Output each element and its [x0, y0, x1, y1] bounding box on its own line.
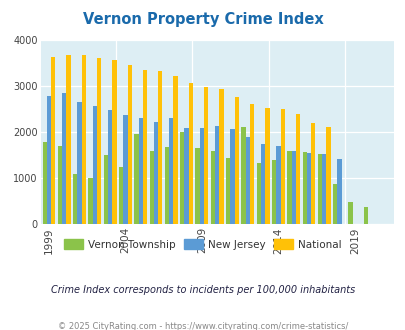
Bar — [104, 155, 108, 224]
Bar — [58, 146, 62, 224]
Bar — [204, 87, 208, 224]
Bar — [119, 167, 123, 224]
Text: Vernon Property Crime Index: Vernon Property Crime Index — [83, 12, 322, 26]
Bar — [347, 202, 352, 224]
Bar — [169, 118, 173, 224]
Bar — [286, 151, 291, 224]
Bar — [256, 163, 260, 224]
Bar — [88, 178, 92, 224]
Bar — [264, 109, 269, 224]
Bar — [302, 152, 306, 224]
Bar — [234, 97, 238, 224]
Bar — [215, 126, 219, 224]
Bar — [241, 127, 245, 224]
Text: © 2025 CityRating.com - https://www.cityrating.com/crime-statistics/: © 2025 CityRating.com - https://www.city… — [58, 322, 347, 330]
Bar — [81, 55, 86, 224]
Bar — [337, 159, 341, 224]
Bar — [164, 147, 169, 224]
Bar — [280, 109, 284, 224]
Bar — [97, 58, 101, 224]
Bar — [275, 146, 280, 224]
Bar — [184, 128, 188, 224]
Bar — [321, 154, 326, 224]
Bar — [62, 93, 66, 224]
Bar — [249, 104, 254, 224]
Bar — [127, 65, 132, 224]
Bar — [291, 151, 295, 224]
Bar — [143, 70, 147, 224]
Bar — [210, 151, 215, 224]
Bar — [51, 57, 55, 224]
Bar — [188, 83, 192, 224]
Bar — [47, 95, 51, 224]
Bar — [66, 55, 70, 224]
Bar — [271, 160, 275, 224]
Bar — [332, 184, 337, 224]
Bar — [138, 118, 143, 224]
Bar — [149, 151, 153, 224]
Bar — [134, 134, 138, 224]
Bar — [123, 115, 127, 224]
Bar — [363, 207, 367, 224]
Bar — [226, 158, 230, 224]
Bar — [245, 137, 249, 224]
Bar — [260, 145, 264, 224]
Legend: Vernon Township, New Jersey, National: Vernon Township, New Jersey, National — [60, 235, 345, 254]
Bar — [326, 127, 330, 224]
Bar — [43, 142, 47, 224]
Bar — [112, 60, 116, 224]
Bar — [92, 106, 97, 224]
Bar — [199, 128, 204, 224]
Bar — [73, 174, 77, 224]
Bar — [219, 89, 223, 224]
Bar — [77, 102, 81, 224]
Bar — [108, 110, 112, 224]
Bar — [195, 148, 199, 224]
Bar — [306, 153, 310, 224]
Bar — [295, 115, 299, 224]
Bar — [158, 72, 162, 224]
Bar — [173, 76, 177, 224]
Bar — [317, 154, 321, 224]
Bar — [310, 123, 315, 224]
Bar — [230, 129, 234, 224]
Bar — [153, 122, 158, 224]
Text: Crime Index corresponds to incidents per 100,000 inhabitants: Crime Index corresponds to incidents per… — [51, 285, 354, 295]
Bar — [180, 132, 184, 224]
